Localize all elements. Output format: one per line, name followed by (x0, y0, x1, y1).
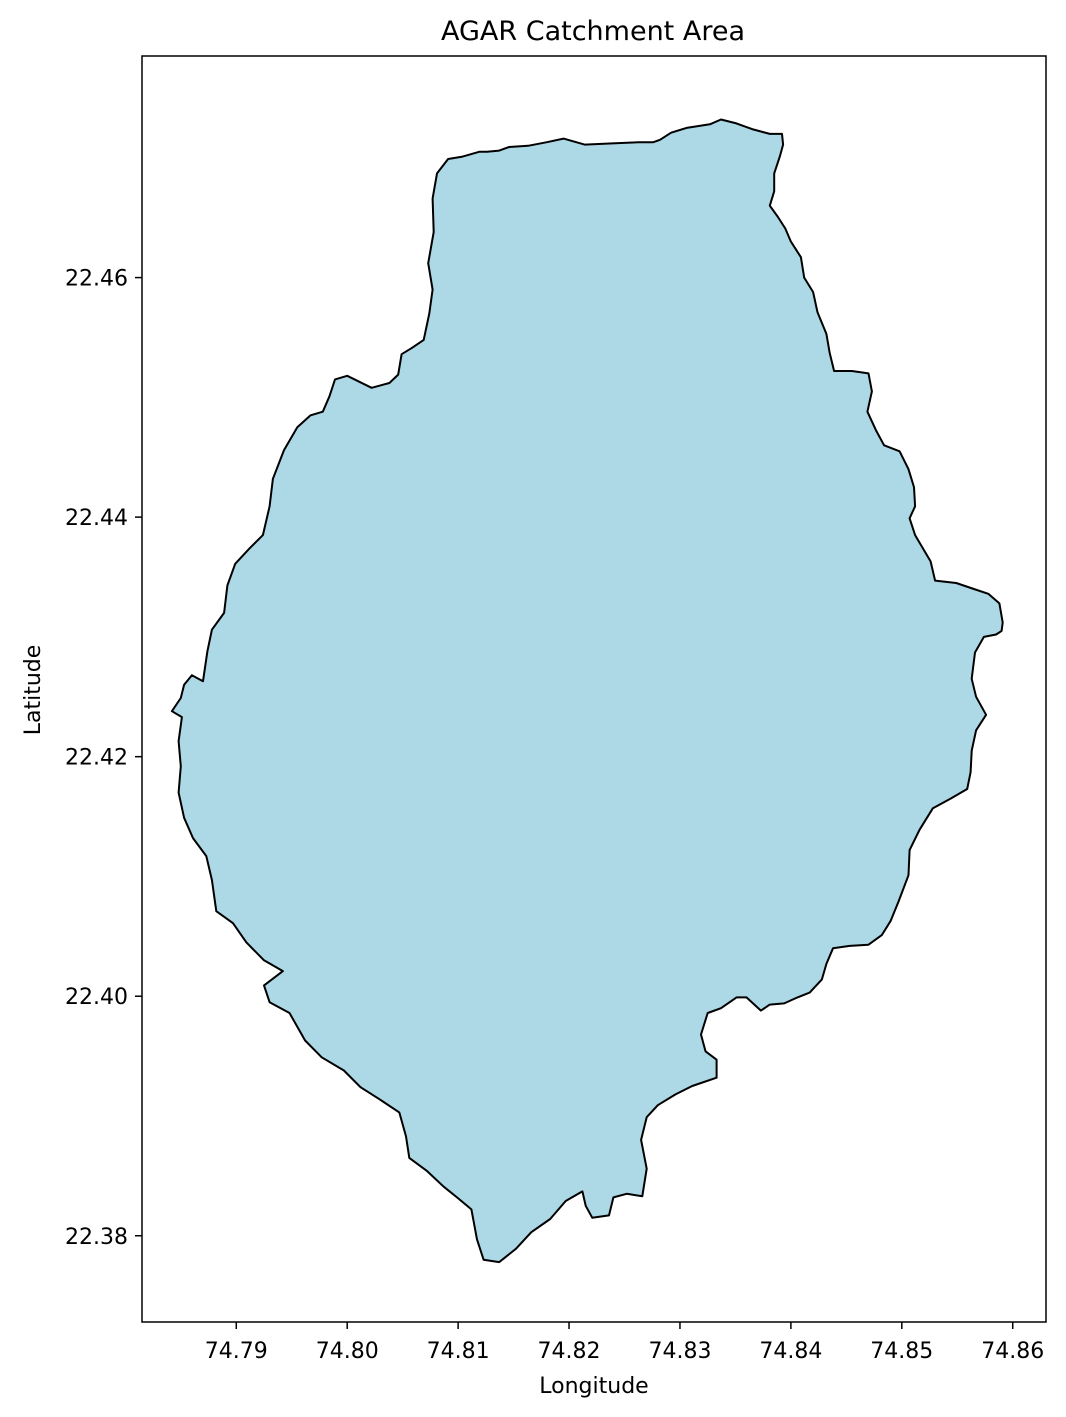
x-tick-label: 74.86 (981, 1339, 1044, 1364)
x-tick-label: 74.84 (759, 1339, 822, 1364)
y-axis-label: Latitude (21, 645, 46, 736)
y-tick-label: 22.44 (65, 506, 128, 531)
y-axis-ticks: 22.38 22.40 22.42 22.44 22.46 (65, 267, 142, 1250)
x-axis-ticks: 74.79 74.80 74.81 74.82 74.83 74.84 74.85 74.86 (205, 1322, 1044, 1364)
x-tick-label: 74.81 (427, 1339, 490, 1364)
y-tick-label: 22.38 (65, 1225, 128, 1250)
x-tick-label: 74.80 (316, 1339, 379, 1364)
y-tick-label: 22.40 (65, 985, 128, 1010)
catchment-polygon (170, 118, 1004, 1264)
x-tick-label: 74.82 (538, 1339, 601, 1364)
x-tick-label: 74.79 (205, 1339, 268, 1364)
catchment-layer (170, 118, 1004, 1264)
y-tick-label: 22.42 (65, 746, 128, 771)
chart-title: AGAR Catchment Area (441, 16, 745, 47)
x-axis-label: Longitude (539, 1374, 648, 1399)
x-tick-label: 74.83 (648, 1339, 711, 1364)
plot-frame (141, 55, 1047, 1323)
x-tick-label: 74.85 (870, 1339, 933, 1364)
y-tick-label: 22.46 (65, 267, 128, 292)
